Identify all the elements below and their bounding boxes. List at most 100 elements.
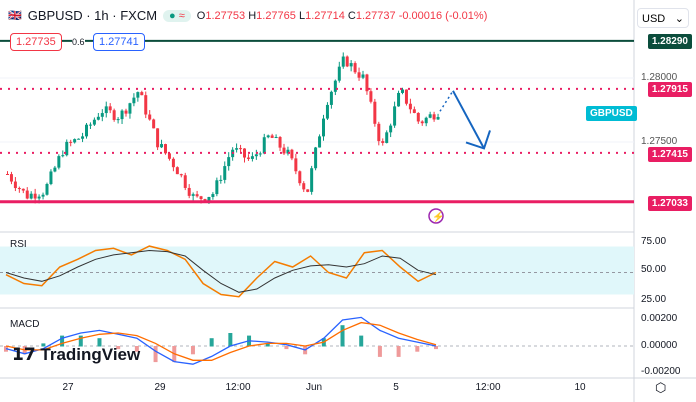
candle-body [136,92,140,98]
signal-line [5,321,437,361]
candle-body [227,157,231,167]
candle-body [140,92,144,96]
candle-body [436,116,440,120]
macd-histogram-bar [153,346,158,363]
candle-body [266,135,270,138]
candle-body [239,148,243,150]
candle-body [274,137,278,139]
candle-body [286,149,290,154]
candle-body [401,89,404,93]
candle-body [195,194,199,197]
candle-body [420,121,424,124]
candle-body [100,113,104,117]
candle-body [361,74,365,78]
rsi-tick: 50.00 [641,264,667,275]
candle-body [108,106,112,111]
candle-body [211,194,215,197]
macd-histogram-bar [134,346,139,352]
candle-body [175,167,179,175]
symbol-tag: GBPUSD [586,106,637,121]
macd-line [5,316,437,365]
lightning-icon: ⚡ [432,210,444,223]
candle-body [132,97,136,104]
candle-body [160,144,164,148]
arrow-head-icon [465,130,491,150]
currency-select[interactable]: USD ⌄ [637,8,689,28]
candle-body [29,193,33,199]
candle-body [385,132,389,143]
candle-body [365,74,369,92]
level-label: 1.27415 [647,147,692,162]
candle-body [179,174,183,176]
candle-body [61,155,65,157]
candle-body [41,194,45,197]
x-tick: 5 [393,382,399,393]
candle-body [73,139,77,143]
macd-histogram-bar [190,346,195,355]
candle-body [112,110,116,120]
candle-body [57,156,61,168]
candle-body [318,136,322,148]
candle-body [322,118,325,137]
candle-body [171,158,175,168]
market-status-badge[interactable]: ● ≈ [163,9,191,22]
candle-body [337,66,341,81]
chart-header: 🇬🇧 GBPUSD · 1h · FXCM ● ≈ O1.27753 H1.27… [8,8,487,23]
candle-body [424,117,428,124]
forecast-arrow [452,90,485,149]
candle-body [306,189,310,192]
candle-body [345,56,349,67]
rsi-band [0,246,634,295]
rsi-tick: 75.00 [641,236,667,247]
candle-body [428,114,432,118]
settings-icon[interactable]: ⬡ [655,380,667,395]
symbol-label[interactable]: GBPUSD · 1h · FXCM [27,8,158,23]
candle-body [353,63,357,73]
level-label: 1.27915 [647,82,692,97]
level-label: 1.27033 [647,196,692,211]
candle-body [246,157,250,159]
macd-tick: 0.00200 [641,313,678,324]
candle-body [13,181,17,189]
candle-body [250,156,254,159]
candle-body [187,187,191,196]
tv-logo-icon: 𝟭𝟳 [12,345,36,364]
candle-body [148,114,152,120]
macd-histogram-bar [377,346,382,357]
candle-body [33,193,37,199]
macd-histogram-bar [41,343,46,347]
candle-body [124,110,128,114]
sell-button[interactable]: 1.27735 [10,33,62,51]
macd-histogram-bar [265,343,270,347]
candle-body [302,183,306,190]
flag-icon: 🇬🇧 [8,10,22,22]
candle-body [65,141,69,156]
macd-histogram-bar [60,335,65,347]
tradingview-logo[interactable]: 𝟭𝟳 TradingView [12,345,141,364]
candle-body [219,179,223,181]
buy-button[interactable]: 1.27741 [93,33,145,51]
candle-body [262,137,266,154]
macd-title: MACD [10,319,40,330]
candle-body [37,196,41,199]
candle-body [167,153,171,159]
macd-histogram-bar [340,325,345,347]
candle-body [404,89,408,104]
candle-body [270,135,274,138]
candle-body [85,124,88,137]
y-tick: 1.28000 [641,72,678,83]
candle-body [282,147,286,154]
candle-body [120,110,124,120]
spread-label: 0.6 [72,37,85,47]
candle-body [183,175,187,188]
macd-histogram-bar [209,338,214,347]
macd-tick: 0.00000 [641,340,678,351]
candle-body [49,171,53,185]
candle-body [408,103,412,110]
candle-body [412,109,416,113]
candle-body [152,119,156,129]
x-tick: Jun [305,382,323,393]
rsi-line [5,245,437,298]
candle-body [81,136,85,139]
